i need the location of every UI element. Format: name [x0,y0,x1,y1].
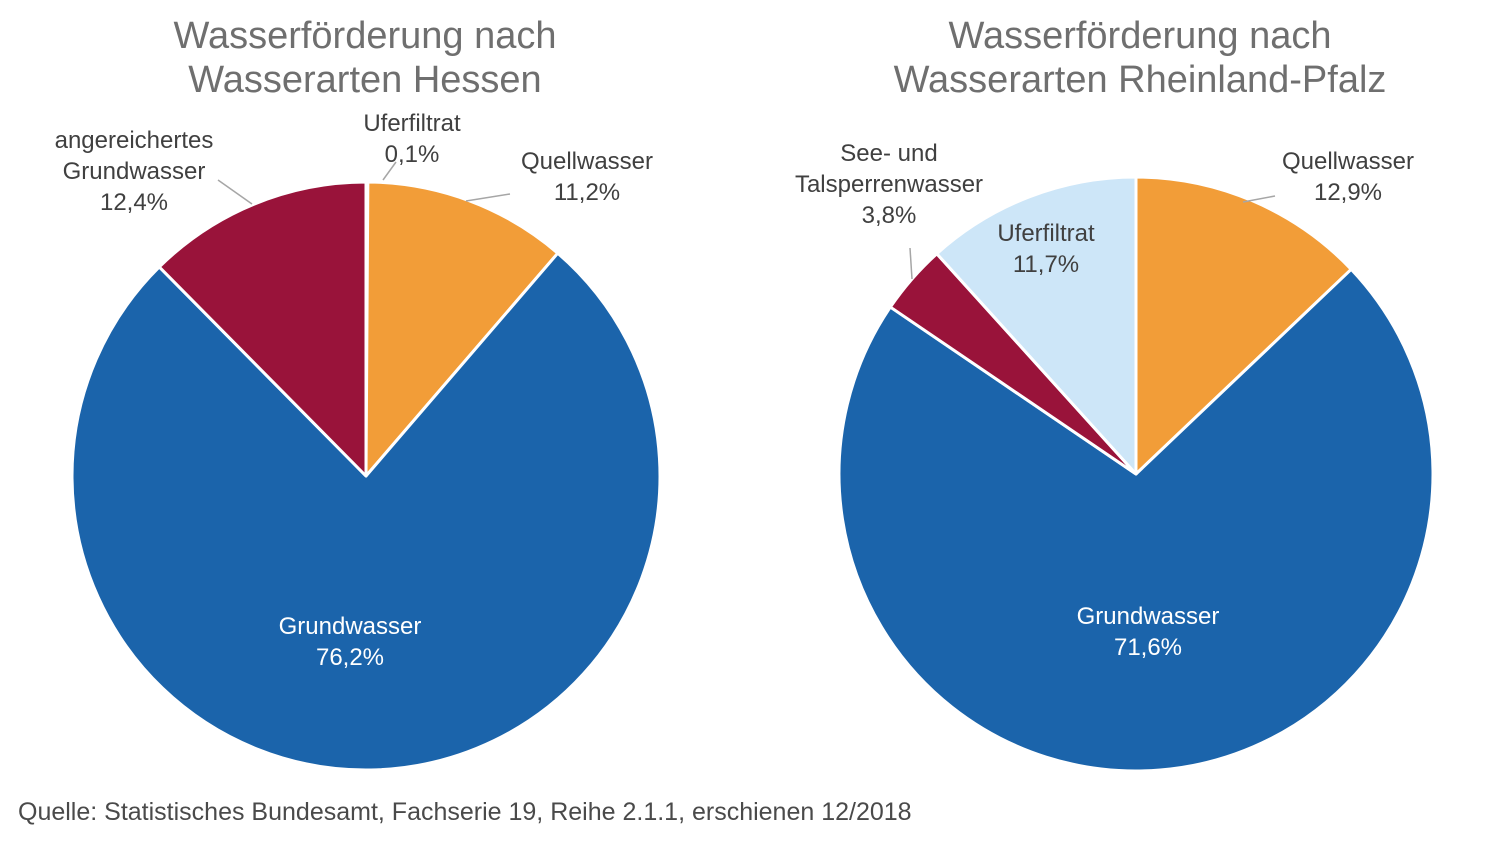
pie-slice-grundwasser [837,267,1435,773]
data-label-see-und-talsperrenwasser: See- und Talsperrenwasser 3,8% [795,140,983,229]
data-label-uferfiltrat: Uferfiltrat 11,7% [997,220,1095,278]
leader-line [217,179,253,205]
chart-title-rheinland-pfalz: Wasserförderung nach Wasserarten Rheinla… [830,14,1450,102]
leader-line [1242,195,1276,203]
pie-chart-rheinland-pfalz: Quellwasser 12,9% Grundwasser 71,6% See- und… [795,140,1435,773]
pie-chart-hessen: Uferfiltrat 0,1% Quellwasser 11,2% Grundwass… [55,110,662,772]
data-label-uferfiltrat: Uferfiltrat 0,1% [363,110,461,168]
chart-title-hessen: Wasserförderung nach Wasserarten Hessen [60,14,670,102]
leader-line [382,161,397,181]
pie-slice-angereichertes-grundwasser [157,180,368,478]
chart-title-line: Wasserförderung nach [173,15,557,57]
chart-title-line: Wasserarten Rheinland-Pfalz [893,59,1387,101]
data-label-grundwasser: Grundwasser 71,6% [1077,603,1220,661]
leader-line [465,193,511,202]
pie-slice-quellwasser [1134,175,1353,476]
data-label-quellwasser: Quellwasser 11,2% [521,148,653,206]
data-label-grundwasser: Grundwasser 76,2% [279,613,422,671]
leader-line [909,247,913,280]
chart-title-line: Wasserarten Hessen [188,59,542,101]
source-note: Quelle: Statistisches Bundesamt, Fachser… [18,798,912,826]
pie-slice-grundwasser [70,251,662,772]
data-label-quellwasser: Quellwasser 12,9% [1282,148,1414,206]
chart-title-line: Wasserförderung nach [948,15,1332,57]
data-label-angereichertes-grundwasser: angereichertes Grundwasser 12,4% [55,127,214,216]
pie-slice-uferfiltrat [935,175,1138,476]
